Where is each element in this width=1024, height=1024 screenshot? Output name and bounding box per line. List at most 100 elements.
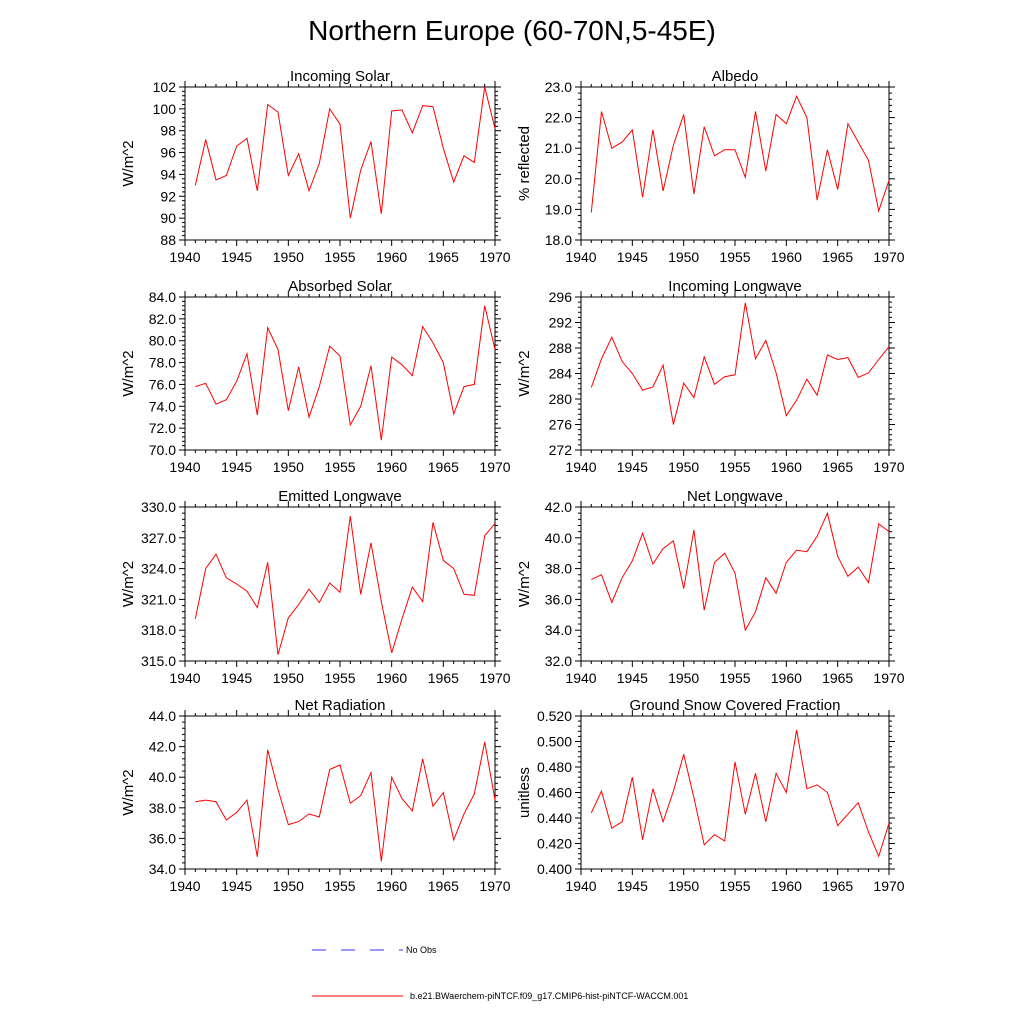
panel-title: Absorbed Solar bbox=[288, 278, 391, 295]
x-tick-label: 1940 bbox=[565, 249, 596, 265]
y-axis-label: unitless bbox=[516, 767, 533, 818]
x-tick-label: 1940 bbox=[169, 670, 200, 686]
x-tick-label: 1965 bbox=[822, 459, 853, 475]
plot-frame bbox=[184, 506, 496, 662]
x-tick-label: 1965 bbox=[822, 249, 853, 265]
y-tick-label: 40.0 bbox=[545, 530, 572, 546]
y-tick-label: 288 bbox=[549, 340, 573, 356]
y-tick-label: 38.0 bbox=[149, 800, 176, 816]
panels: Incoming Solar W/m^2 88 90 92 94 96 98 100 102 194… bbox=[120, 68, 905, 894]
panel-title: Incoming Longwave bbox=[668, 278, 801, 295]
x-tick-label: 1945 bbox=[221, 249, 252, 265]
y-tick-label: 44.0 bbox=[149, 708, 176, 724]
y-tick-label: 280 bbox=[549, 391, 573, 407]
x-tick-label: 1970 bbox=[873, 249, 904, 265]
x-tick-label: 1940 bbox=[169, 878, 200, 894]
y-tick-label: 22.0 bbox=[545, 110, 572, 126]
series-line bbox=[590, 94, 890, 213]
x-tick-label: 1970 bbox=[479, 878, 510, 894]
x-tick-label: 1955 bbox=[719, 878, 750, 894]
x-tick-label: 1950 bbox=[273, 670, 304, 686]
x-tick-label: 1955 bbox=[324, 670, 355, 686]
panel-8: Ground Snow Covered Fraction unitless 0.40… bbox=[516, 697, 905, 894]
y-tick-label: 100 bbox=[153, 101, 177, 117]
x-tick-label: 1955 bbox=[324, 249, 355, 265]
x-tick-label: 1945 bbox=[221, 670, 252, 686]
x-tick-label: 1945 bbox=[617, 249, 648, 265]
y-tick-label: 324.0 bbox=[141, 561, 176, 577]
y-tick-label: 327.0 bbox=[141, 530, 176, 546]
y-tick-label: 19.0 bbox=[545, 201, 572, 217]
y-axis-label: W/m^2 bbox=[120, 561, 137, 607]
x-tick-label: 1955 bbox=[719, 249, 750, 265]
y-tick-label: 0.480 bbox=[537, 759, 572, 775]
panel-title: Albedo bbox=[712, 68, 759, 85]
x-tick-label: 1960 bbox=[771, 670, 802, 686]
x-tick-label: 1955 bbox=[719, 670, 750, 686]
x-tick-label: 1950 bbox=[668, 878, 699, 894]
plot-frame bbox=[580, 86, 890, 241]
y-axis-label: W/m^2 bbox=[120, 769, 137, 815]
series-line bbox=[591, 511, 890, 632]
x-tick-label: 1945 bbox=[221, 878, 252, 894]
x-tick-label: 1960 bbox=[771, 878, 802, 894]
x-tick-label: 1940 bbox=[169, 249, 200, 265]
plot-frame bbox=[580, 506, 890, 662]
y-tick-label: 276 bbox=[549, 417, 573, 433]
y-tick-label: 36.0 bbox=[149, 830, 176, 846]
x-tick-label: 1965 bbox=[428, 459, 459, 475]
y-tick-label: 34.0 bbox=[149, 861, 176, 877]
y-tick-label: 42.0 bbox=[545, 499, 572, 515]
x-tick-label: 1950 bbox=[273, 878, 304, 894]
y-tick-label: 0.440 bbox=[537, 810, 572, 826]
y-tick-label: 74.0 bbox=[149, 398, 176, 414]
x-tick-label: 1960 bbox=[771, 249, 802, 265]
x-tick-label: 1965 bbox=[822, 878, 853, 894]
y-tick-label: 76.0 bbox=[149, 376, 176, 392]
panel-5: Emitted Longwave W/m^2 315.0 318.0 321.0 324.… bbox=[120, 488, 511, 686]
y-tick-label: 96 bbox=[160, 145, 176, 161]
panel-6: Net Longwave W/m^2 32.0 34.0 36.0 38.0 40.0 42.… bbox=[516, 488, 905, 686]
y-tick-label: 42.0 bbox=[149, 739, 176, 755]
y-tick-label: 90 bbox=[160, 210, 176, 226]
y-tick-label: 321.0 bbox=[141, 591, 176, 607]
x-tick-label: 1965 bbox=[822, 670, 853, 686]
y-tick-label: 292 bbox=[549, 315, 573, 331]
panel-1: Incoming Solar W/m^2 88 90 92 94 96 98 100 102 194… bbox=[120, 68, 511, 265]
legend: No Obs b.e21.BWaerchem-piNTCF.f09_g17.CM… bbox=[312, 945, 688, 1001]
y-axis-label: W/m^2 bbox=[516, 350, 533, 396]
legend-model-label: b.e21.BWaerchem-piNTCF.f09_g17.CMIP6-his… bbox=[410, 991, 688, 1001]
y-tick-label: 72.0 bbox=[149, 420, 176, 436]
x-tick-label: 1955 bbox=[324, 459, 355, 475]
y-axis-label: W/m^2 bbox=[120, 350, 137, 396]
y-tick-label: 0.520 bbox=[537, 708, 572, 724]
y-tick-label: 330.0 bbox=[141, 499, 176, 515]
y-tick-label: 78.0 bbox=[149, 355, 176, 371]
plot-frame bbox=[184, 715, 496, 870]
y-tick-label: 272 bbox=[549, 442, 573, 458]
x-tick-label: 1960 bbox=[376, 670, 407, 686]
y-tick-label: 21.0 bbox=[545, 140, 572, 156]
x-tick-label: 1965 bbox=[428, 670, 459, 686]
x-tick-label: 1940 bbox=[565, 670, 596, 686]
y-tick-label: 0.460 bbox=[537, 785, 572, 801]
legend-no-obs-label: No Obs bbox=[406, 945, 437, 955]
y-tick-label: 40.0 bbox=[149, 769, 176, 785]
x-tick-label: 1970 bbox=[479, 670, 510, 686]
x-tick-label: 1950 bbox=[668, 459, 699, 475]
figure-title: Northern Europe (60-70N,5-45E) bbox=[308, 15, 716, 46]
y-tick-label: 0.420 bbox=[537, 836, 572, 852]
plot-frame bbox=[580, 715, 890, 870]
y-tick-label: 318.0 bbox=[141, 622, 176, 638]
y-tick-label: 92 bbox=[160, 188, 176, 204]
series-line bbox=[194, 516, 496, 655]
y-tick-label: 70.0 bbox=[149, 442, 176, 458]
panel-2: Albedo % reflected 18.0 19.0 20.0 21.0 22.0 23.… bbox=[516, 68, 905, 265]
y-tick-label: 23.0 bbox=[545, 79, 572, 95]
panel-3: Absorbed Solar W/m^2 70.0 72.0 74.0 76.0 78.0 8… bbox=[120, 278, 511, 475]
panel-title: Emitted Longwave bbox=[278, 488, 401, 505]
x-tick-label: 1970 bbox=[873, 670, 904, 686]
y-tick-label: 284 bbox=[549, 366, 573, 382]
y-tick-label: 36.0 bbox=[545, 591, 572, 607]
x-tick-label: 1950 bbox=[273, 249, 304, 265]
